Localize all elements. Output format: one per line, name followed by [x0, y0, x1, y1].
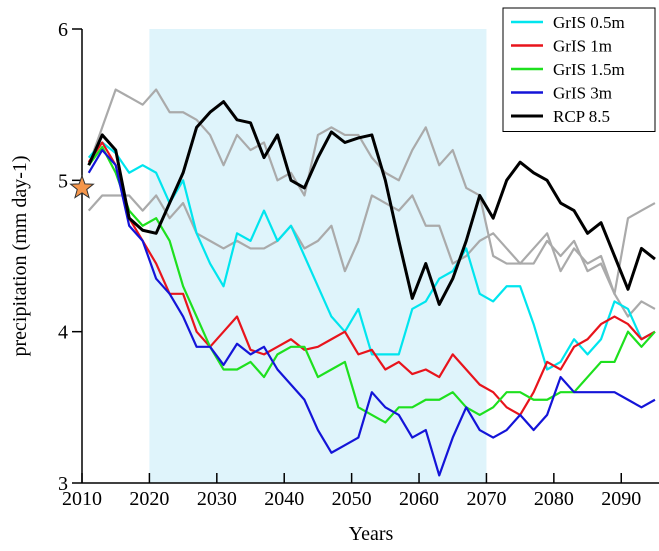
legend-label: GrIS 1.5m — [553, 60, 625, 79]
series-line — [87, 100, 656, 306]
series-line — [87, 194, 656, 295]
series-line — [87, 145, 656, 424]
legend-label: GrIS 0.5m — [553, 13, 625, 32]
shaded-span — [149, 29, 487, 483]
series-line — [87, 141, 656, 416]
legend-label: GrIS 3m — [553, 84, 612, 103]
x-tick-label: 2080 — [534, 488, 574, 510]
star-marker — [69, 174, 95, 199]
x-tick-label: 2070 — [466, 488, 506, 510]
x-tick-label: 2050 — [332, 488, 372, 510]
y-tick-label: 4 — [58, 322, 68, 344]
x-tick-label: 2090 — [601, 488, 641, 510]
series-line — [87, 141, 656, 371]
x-tick-label: 2030 — [197, 488, 237, 510]
x-tick-label: 2010 — [62, 488, 102, 510]
series-line — [87, 148, 656, 477]
y-axis-label: precipitation (mm day-1) — [9, 155, 31, 356]
x-axis-label: Years — [349, 523, 394, 545]
x-tick-label: 2040 — [264, 488, 304, 510]
legend-label: GrIS 1m — [553, 37, 612, 56]
x-tick-label: 2060 — [399, 488, 439, 510]
y-tick-label: 5 — [58, 170, 68, 192]
y-tick-label: 6 — [58, 19, 68, 41]
legend-label: RCP 8.5 — [553, 107, 610, 126]
series-line — [87, 88, 656, 318]
y-tick-label: 3 — [58, 473, 68, 495]
x-tick-label: 2020 — [129, 488, 169, 510]
